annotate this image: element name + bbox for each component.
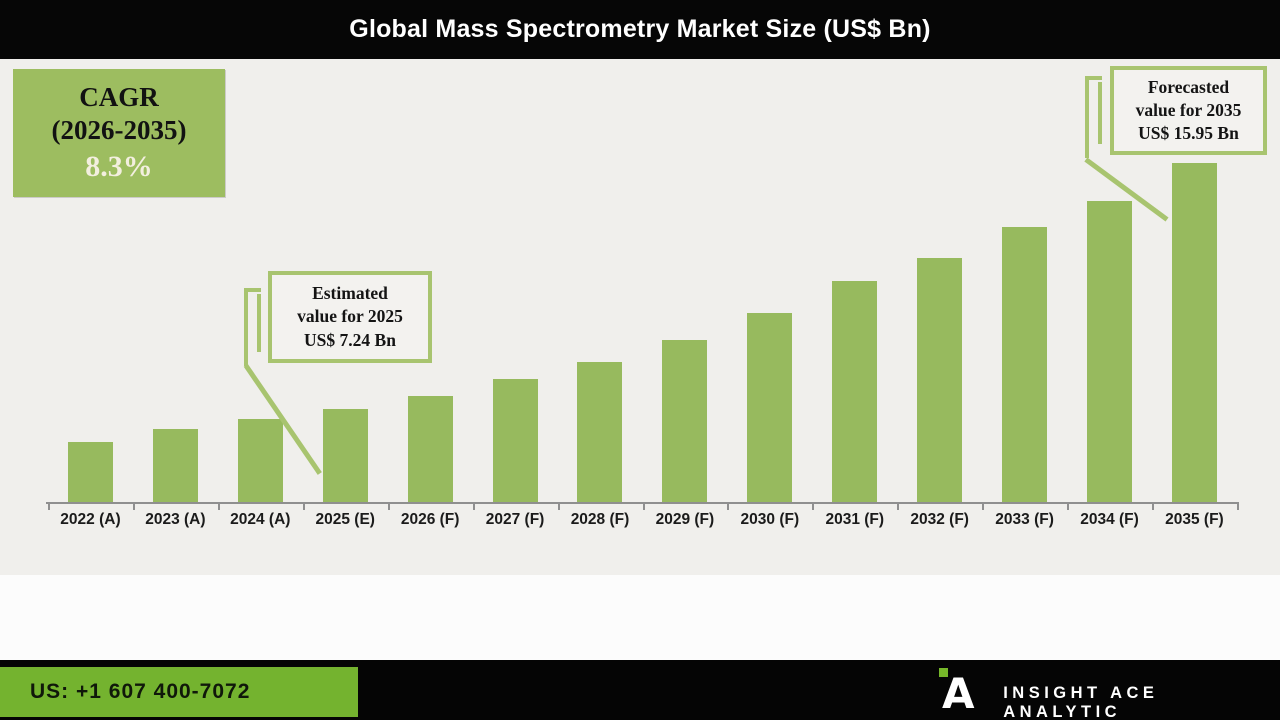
axis-tick	[897, 504, 900, 510]
bar	[832, 281, 878, 502]
axis-tick	[132, 504, 135, 510]
cagr-label: CAGR	[79, 81, 159, 112]
bar-column	[897, 258, 982, 502]
x-axis-label: 2027 (F)	[485, 511, 545, 528]
bar-column	[388, 395, 473, 502]
bar-column	[48, 442, 133, 502]
bar-column	[982, 227, 1067, 502]
bar	[577, 362, 623, 502]
brand-name: INSIGHT ACE ANALYTIC	[1003, 684, 1159, 720]
title-bar: Global Mass Spectrometry Market Size (US…	[0, 0, 1280, 59]
callout-line: US$ 15.95 Bn	[1138, 123, 1239, 144]
bar	[747, 313, 793, 502]
phone-number: US: +1 607 400-7072	[30, 680, 251, 703]
bar-column	[558, 362, 643, 502]
callout-line: Forecasted	[1147, 76, 1230, 97]
callout-forecasted-2035: Forecasted value for 2035 US$ 15.95 Bn	[1110, 66, 1267, 155]
contributors-band: Market Contributors: ThermoFisher SCIENT…	[0, 575, 1280, 660]
axis-tick	[387, 504, 390, 510]
bar	[917, 258, 963, 502]
axis-tick	[557, 504, 560, 510]
chart-area: CAGR (2026-2035) 8.3% 2022 (A) 2023 (A) 20…	[0, 59, 1280, 575]
cagr-period: (2026-2035)	[51, 115, 187, 146]
axis-tick	[642, 504, 645, 510]
bar	[237, 419, 283, 502]
axis-tick	[217, 504, 220, 510]
x-axis-label: 2031 (F)	[825, 511, 885, 528]
x-axis-label: 2029 (F)	[655, 511, 715, 528]
callout-line: value for 2035	[1135, 99, 1242, 120]
x-axis-label: 2034 (F)	[1080, 511, 1139, 528]
callout-estimated-2025: Estimated value for 2025 US$ 7.24 Bn	[268, 271, 432, 363]
x-axis-label: 2032 (F)	[910, 511, 969, 528]
axis-tick	[1067, 504, 1070, 510]
bar-column	[218, 419, 303, 502]
callout-line: value for 2025	[297, 306, 403, 327]
plot: 2022 (A) 2023 (A) 2024 (A) 2025 (E) 2026 (F)…	[46, 59, 1239, 575]
bar	[1171, 163, 1217, 502]
axis-tick	[302, 504, 305, 510]
page-title: Global Mass Spectrometry Market Size (US…	[349, 15, 931, 43]
bar	[1002, 227, 1048, 502]
x-axis-label: 2030 (F)	[740, 511, 800, 528]
bar-column	[1067, 200, 1152, 502]
cagr-badge: CAGR (2026-2035) 8.3%	[13, 69, 225, 197]
axis-tick	[812, 504, 815, 510]
bar-column	[1152, 163, 1237, 502]
bar-column	[812, 281, 897, 502]
insight-ace-logo-icon: A	[938, 665, 985, 719]
x-axis-label: 2035 (F)	[1165, 511, 1224, 528]
callout-bracket	[1085, 76, 1102, 80]
bar	[322, 409, 368, 502]
x-axis-labels: 2022 (A) 2023 (A) 2024 (A) 2025 (E) 2026 (F)…	[48, 511, 1237, 529]
x-axis-label: 2023 (A)	[145, 511, 206, 528]
bar	[152, 429, 198, 502]
axis-tick	[727, 504, 730, 510]
brand-block: A INSIGHT ACE ANALYTIC	[938, 662, 1280, 720]
footer-bar: US: +1 607 400-7072 A INSIGHT ACE ANALYT…	[0, 660, 1280, 720]
bar	[492, 379, 538, 502]
bar-column	[133, 429, 218, 502]
axis-tick	[472, 504, 475, 510]
x-axis-line	[46, 502, 1239, 504]
phone-box: US: +1 607 400-7072	[0, 667, 358, 717]
callout-bracket	[1098, 82, 1102, 144]
cagr-value: 8.3%	[85, 150, 153, 183]
callout-line: US$ 7.24 Bn	[304, 329, 396, 350]
bar	[662, 340, 708, 502]
x-axis-label: 2028 (F)	[570, 511, 630, 528]
axis-tick	[1152, 504, 1155, 510]
bar-column	[642, 340, 727, 502]
callout-bracket	[244, 288, 261, 292]
bar-column	[303, 409, 388, 502]
callout-bracket	[257, 294, 261, 352]
bar-column	[727, 313, 812, 502]
axis-tick	[1237, 504, 1239, 510]
x-axis-label: 2033 (F)	[995, 511, 1054, 528]
bar	[407, 395, 453, 502]
x-axis-label: 2022 (A)	[60, 511, 121, 528]
axis-tick	[982, 504, 985, 510]
callout-bracket	[1085, 76, 1089, 158]
bar	[1087, 200, 1133, 502]
bar	[67, 442, 113, 502]
bars-row	[48, 59, 1237, 502]
x-axis-label: 2024 (A)	[230, 511, 291, 528]
bar-column	[473, 379, 558, 502]
callout-bracket	[244, 288, 248, 366]
x-axis-label: 2026 (F)	[400, 511, 460, 528]
callout-line: Estimated	[312, 283, 388, 304]
axis-tick	[48, 504, 50, 510]
x-axis-label: 2025 (E)	[315, 511, 375, 528]
